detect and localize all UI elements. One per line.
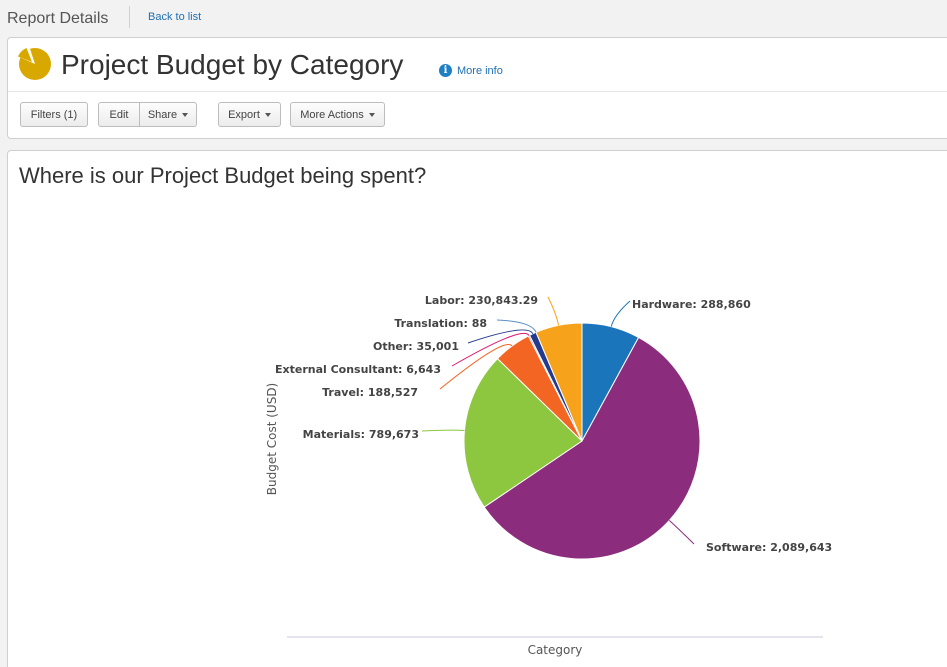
chart-card: Where is our Project Budget being spent?… (7, 150, 947, 667)
edit-button[interactable]: Edit (98, 102, 140, 127)
leader-line-other (467, 329, 534, 344)
share-button[interactable]: Share (139, 102, 197, 127)
pie-chart-logo-icon (18, 48, 51, 80)
leader-line-translation (496, 319, 537, 333)
x-axis-label: Category (528, 643, 583, 657)
pie-slice-labor[interactable] (535, 322, 583, 442)
breadcrumb: Report Details (7, 10, 109, 27)
chevron-down-icon (368, 112, 375, 117)
header-separator (8, 91, 947, 92)
slice-label-external-consultant: External Consultant: 6,643 (275, 363, 441, 376)
y-axis-label: Budget Cost (USD) (265, 383, 279, 495)
more-actions-label: More Actions (300, 108, 364, 121)
leader-line-travel (439, 344, 513, 390)
slice-label-hardware: Hardware: 288,860 (632, 298, 751, 311)
slice-label-travel: Travel: 188,527 (322, 386, 418, 399)
page-title: Project Budget by Category (61, 49, 404, 80)
slice-label-other: Other: 35,001 (373, 340, 459, 353)
export-button[interactable]: Export (218, 102, 281, 127)
info-icon: i (439, 64, 452, 77)
pie-chart: Hardware: 288,860 Software: 2,089,643 Mate… (265, 294, 832, 657)
leader-line-external-consultant (451, 332, 530, 367)
more-info-label: More info (457, 64, 503, 77)
leader-line-software (668, 520, 695, 545)
more-actions-button[interactable]: More Actions (290, 102, 385, 127)
chevron-down-icon (264, 112, 271, 117)
slice-label-materials: Materials: 789,673 (303, 428, 419, 441)
export-label: Export (228, 108, 260, 121)
edit-label: Edit (109, 108, 129, 121)
slice-label-translation: Translation: 88 (394, 317, 487, 330)
leader-line-hardware (610, 300, 631, 327)
slice-label-software: Software: 2,089,643 (706, 541, 832, 554)
chevron-down-icon (182, 112, 189, 117)
slice-label-labor: Labor: 230,843.29 (425, 294, 538, 307)
filters-button[interactable]: Filters (1) (20, 102, 88, 127)
more-info-link[interactable]: i More info (439, 64, 503, 77)
top-bar: Report Details Back to list (0, 0, 947, 36)
back-to-list-link[interactable]: Back to list (148, 11, 202, 23)
chart-title: Where is our Project Budget being spent? (19, 163, 427, 188)
topbar-divider (129, 6, 130, 28)
report-header: Project Budget by Category i More info F… (7, 37, 947, 139)
share-label: Share (147, 108, 178, 121)
filters-label: Filters (1) (30, 108, 78, 121)
leader-line-labor (547, 296, 560, 326)
leader-line-materials (421, 429, 465, 432)
